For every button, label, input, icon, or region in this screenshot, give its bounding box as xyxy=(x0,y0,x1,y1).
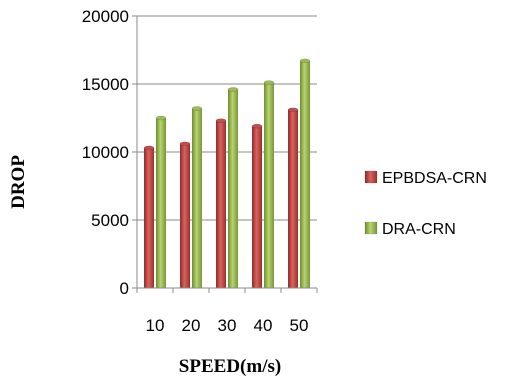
bar-top xyxy=(179,141,191,147)
legend-label: DRA-CRN xyxy=(382,221,456,238)
x-axis-ticks: 10 20 30 40 50 xyxy=(136,288,318,335)
bar xyxy=(192,108,202,288)
bar xyxy=(216,120,226,288)
bar xyxy=(264,82,274,288)
bar xyxy=(228,89,238,288)
bar xyxy=(180,143,190,288)
y-axis-title: DROP xyxy=(8,155,29,209)
x-tick-label: 50 xyxy=(290,316,309,335)
y-tick-label: 20000 xyxy=(82,7,129,26)
legend-swatch xyxy=(364,170,378,184)
x-tick-label: 40 xyxy=(254,316,273,335)
bar-top xyxy=(263,80,275,85)
bar xyxy=(252,126,262,288)
bar-top xyxy=(215,118,227,123)
bars xyxy=(143,58,311,288)
y-tick-label: 15000 xyxy=(82,75,129,94)
bar-top xyxy=(299,58,311,64)
bar-top xyxy=(287,107,299,113)
x-axis-title: SPEED(m/s) xyxy=(179,356,281,377)
bar-top xyxy=(143,145,155,151)
bar-top xyxy=(155,115,167,121)
bar-top xyxy=(251,123,263,129)
y-tick-label: 5000 xyxy=(91,211,129,230)
y-tick-label: 10000 xyxy=(82,143,129,162)
bar-top xyxy=(227,87,239,92)
legend-swatch xyxy=(364,221,378,235)
bar xyxy=(288,109,298,288)
bar-top xyxy=(191,106,203,111)
x-tick-label: 30 xyxy=(218,316,237,335)
y-tick-label: 0 xyxy=(120,279,129,298)
x-tick-label: 10 xyxy=(146,316,165,335)
x-tick-label: 20 xyxy=(182,316,201,335)
bar xyxy=(300,60,310,288)
bar xyxy=(144,147,154,288)
gridlines xyxy=(132,15,317,289)
bar xyxy=(156,118,166,288)
y-axis-ticks: 0 5000 10000 15000 20000 xyxy=(82,7,129,298)
legend-label: EPBDSA-CRN xyxy=(382,170,487,187)
legend: EPBDSA-CRN DRA-CRN xyxy=(364,170,487,238)
